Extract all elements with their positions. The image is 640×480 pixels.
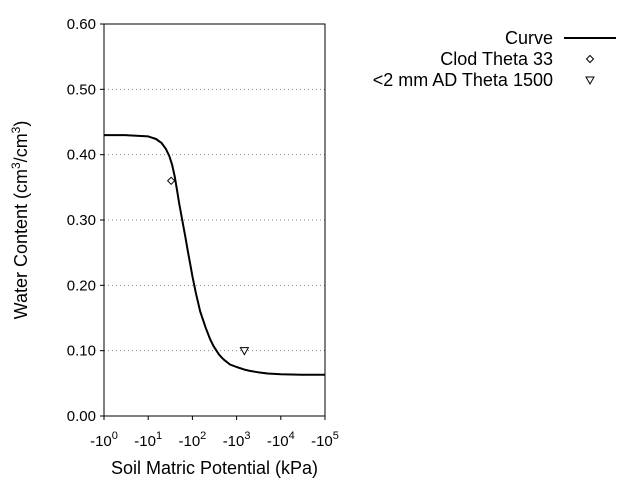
legend-swatch-marker [585, 54, 595, 64]
x-tick-label-exponent: 0 [112, 430, 118, 442]
y-tick-label: 0.10 [67, 343, 96, 360]
x-tick-label: -105 [311, 430, 339, 450]
x-tick-label: -100 [90, 430, 118, 450]
x-tick-label-base: -10 [223, 433, 245, 450]
x-tick-label-exponent: 2 [200, 430, 206, 442]
y-axis-title: Water Content (cm3/cm3) [9, 121, 31, 320]
series-layer [104, 134, 325, 376]
y-tick-label: 0.00 [67, 408, 96, 425]
x-tick-label-exponent: 5 [333, 430, 339, 442]
x-tick-label-base: -10 [311, 433, 333, 450]
plot-frame [103, 23, 326, 417]
curve-line [104, 134, 325, 376]
axes-layer: 0.000.100.200.300.400.500.60-100 -101 -102… [67, 16, 339, 450]
legend-label: Curve [505, 28, 553, 48]
x-tick-label-exponent: 1 [156, 430, 162, 442]
legend-label: <2 mm AD Theta 1500 [373, 70, 553, 90]
x-tick-label-exponent: 3 [244, 430, 250, 442]
y-axis-title-sup1: 3 [9, 162, 23, 169]
y-tick-label: 0.60 [67, 16, 96, 33]
x-tick-label-base: -10 [267, 433, 289, 450]
legend-swatch-marker [585, 76, 595, 86]
y-axis-title-mid: /cm [11, 133, 31, 162]
y-axis-title-suffix: ) [11, 121, 31, 127]
x-tick-label: -102 [178, 430, 206, 450]
x-tick-label: -101 [134, 430, 162, 450]
ad-theta-1500-point [239, 347, 250, 356]
x-tick-label-base: -10 [90, 433, 112, 450]
y-tick-label: 0.40 [67, 147, 96, 164]
x-tick-label-base: -10 [134, 433, 156, 450]
x-tick-label-base: -10 [178, 433, 200, 450]
legend-label: Clod Theta 33 [440, 49, 553, 69]
y-axis-title-prefix: Water Content (cm [11, 169, 31, 319]
y-axis-title-sup2: 3 [9, 126, 23, 133]
gridlines [104, 88, 325, 352]
x-tick-label: -104 [267, 430, 295, 450]
y-tick-label: 0.50 [67, 81, 96, 98]
x-tick-label-exponent: 4 [289, 430, 295, 442]
x-axis-title: Soil Matric Potential (kPa) [111, 458, 318, 478]
y-tick-label: 0.20 [67, 277, 96, 294]
y-tick-label: 0.30 [67, 212, 96, 229]
clod-theta-33-point [166, 176, 176, 186]
x-tick-label: -103 [223, 430, 251, 450]
